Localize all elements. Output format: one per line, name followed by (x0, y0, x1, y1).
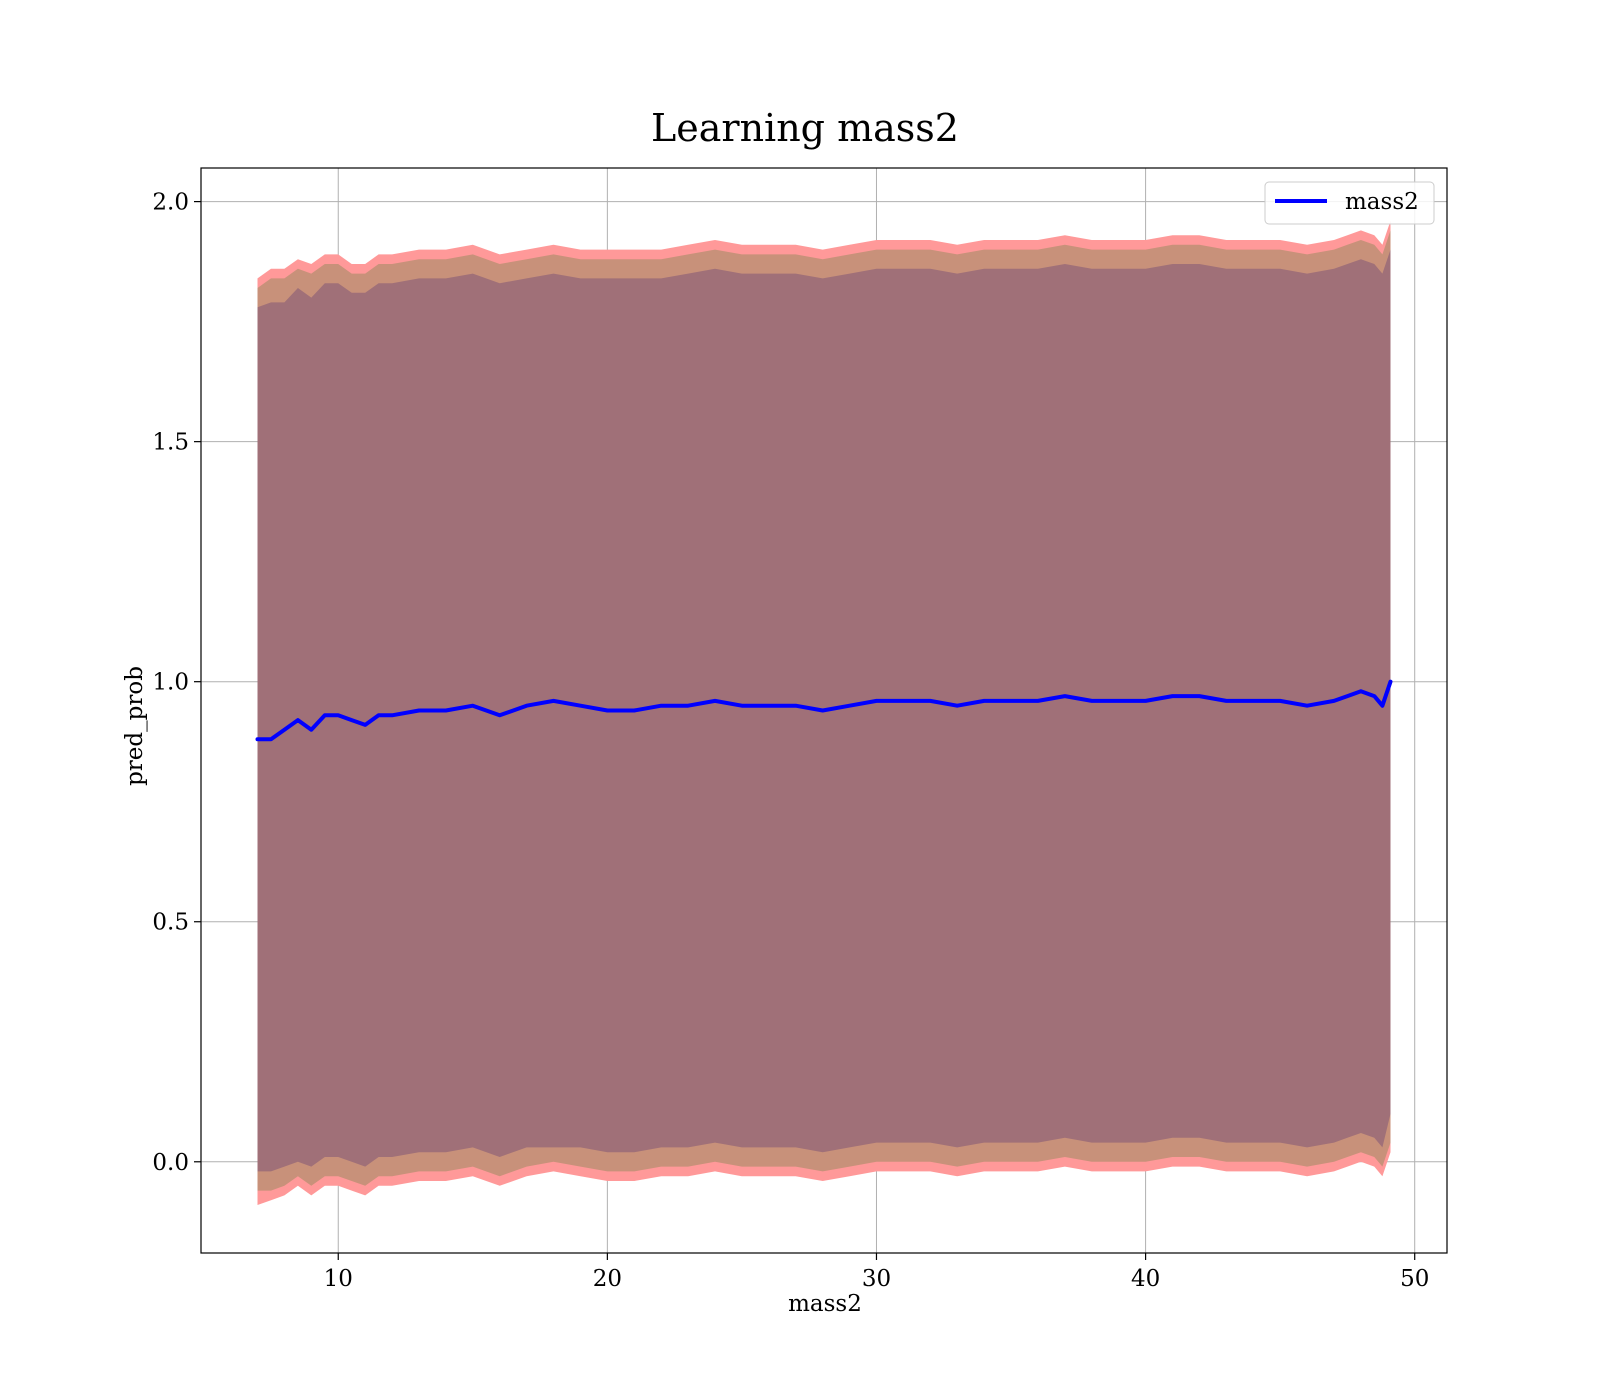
series-line-mass2 (255, 679, 1393, 742)
legend: mass2 (1264, 181, 1435, 225)
x-tick-label: 30 (862, 1266, 891, 1292)
y-tick-label: 0.5 (152, 910, 189, 936)
y-tick-label: 1.5 (152, 430, 189, 456)
x-tick-label: 10 (324, 1266, 353, 1292)
x-tick-label: 40 (1131, 1266, 1160, 1292)
y-tick-label: 1.0 (152, 670, 189, 696)
plot-frame (200, 167, 1448, 1254)
chart-title: Learning mass2 (651, 106, 959, 150)
x-axis: 10 20 30 40 50 (324, 1253, 1429, 1292)
x-tick-label: 50 (1400, 1266, 1429, 1292)
x-axis-label: mass2 (788, 1291, 862, 1317)
x-tick-label: 20 (593, 1266, 622, 1292)
legend-box (1264, 181, 1435, 225)
y-tick-label: 2.0 (152, 190, 189, 216)
legend-label: mass2 (1345, 189, 1419, 215)
y-axis: 0.0 0.5 1.0 1.5 2.0 (152, 190, 201, 1176)
confidence-bands (257, 220, 1391, 1206)
y-tick-label: 0.0 (152, 1150, 189, 1176)
y-axis-label: pred_prob (122, 666, 148, 786)
